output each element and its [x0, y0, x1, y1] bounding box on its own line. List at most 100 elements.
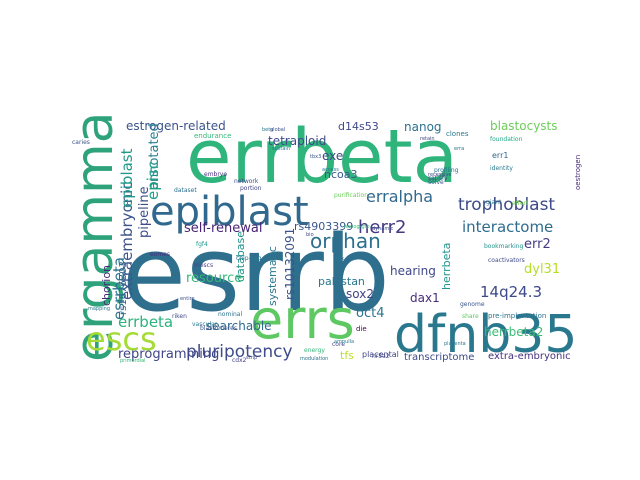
cloud-word: rs10132091 [283, 228, 297, 300]
cloud-word: entire [180, 296, 195, 302]
cloud-word: estrogen-related [126, 119, 226, 133]
cloud-word: 14q24.3 [480, 283, 542, 301]
cloud-word: recessive [428, 172, 451, 178]
cloud-word: systematic [266, 246, 279, 306]
cloud-word: hearing [390, 264, 436, 278]
cloud-word: die [356, 325, 367, 333]
cloud-word: strip [246, 355, 257, 361]
cloud-word: effort [512, 200, 529, 207]
cloud-word: giant [486, 199, 502, 206]
cloud-word: err2 [524, 237, 551, 252]
cloud-word: coactivators [488, 257, 525, 264]
cloud-word: dyl31 [524, 262, 560, 277]
cloud-word: satisfy [428, 175, 448, 182]
cloud-word: mapping [88, 306, 110, 312]
cloud-word: oct4 [356, 306, 384, 321]
cloud-word: dynamic [372, 226, 394, 232]
cloud-word: exe [322, 149, 343, 163]
cloud-word: caries [72, 139, 90, 146]
cloud-word: pre-implantation [488, 312, 546, 320]
cloud-word: bookmarking [484, 243, 524, 250]
cloud-word: blastocysts [490, 119, 558, 133]
cloud-word: placenta [444, 341, 466, 347]
cloud-word: erralpha [366, 187, 433, 206]
cloud-word: blastomeres [200, 325, 237, 332]
cloud-word: modulation [300, 356, 328, 362]
cloud-word: erra [454, 146, 464, 152]
cloud-word: core [332, 341, 345, 348]
cloud-word: nr5a2 [372, 353, 390, 360]
cloud-word: identity [490, 165, 513, 172]
cloud-word: embryo [204, 171, 227, 178]
cloud-word: herr2 [358, 217, 406, 238]
cloud-word: tfs [340, 349, 354, 362]
cloud-word: retain [420, 136, 435, 142]
cloud-word: errs [250, 288, 355, 351]
cloud-word: nanog-gfp [344, 224, 370, 230]
cloud-word: errbeta [118, 313, 173, 331]
cloud-word: orphan [310, 229, 381, 253]
cloud-word: global [270, 127, 285, 133]
cloud-word: access [322, 167, 339, 173]
cloud-word: herrbeta [440, 243, 453, 290]
cloud-word: dataset [174, 187, 197, 194]
cloud-word: epiblast [150, 189, 309, 235]
cloud-word: vascular [192, 321, 218, 328]
cloud-word: sustain [272, 146, 290, 152]
cloud-word: self-renewal [184, 221, 262, 236]
cloud-word: endurance [194, 132, 231, 140]
cloud-word: ampulla [334, 339, 354, 345]
cloud-word: fgf4 [196, 241, 208, 248]
cloud-word: profiling [434, 167, 459, 174]
cloud-word: chorion [100, 265, 113, 306]
cloud-word: nominal [218, 311, 242, 318]
cloud-word: foundation [490, 136, 523, 143]
cloud-word: extraembryonic [118, 181, 136, 300]
cloud-word: rs1676303 [118, 261, 129, 315]
cloud-word: database [234, 231, 247, 282]
cloud-word: solve [428, 179, 444, 186]
cloud-word: bio [306, 232, 314, 238]
cloud-word: herrbeta2 [484, 325, 543, 339]
cloud-word: pakistan [318, 275, 365, 288]
cloud-word: placental [362, 350, 399, 359]
cloud-word: pipeline [137, 186, 152, 238]
cloud-word: oestrogen [574, 155, 582, 190]
cloud-word: ncoa3 [324, 168, 358, 181]
cloud-word: extra-embryonic [488, 351, 571, 362]
cloud-word: episc [144, 161, 162, 200]
cloud-word: epiblast [118, 148, 136, 208]
cloud-word: gtx [336, 256, 344, 262]
cloud-word: mescs [194, 262, 213, 269]
cloud-word: purification [334, 192, 368, 199]
cloud-word: dax1 [410, 291, 440, 305]
cloud-word: primordial [120, 358, 146, 364]
cloud-word: energy [304, 347, 325, 354]
cloud-word: resource [186, 271, 242, 286]
cloud-word: beta [262, 127, 273, 133]
cloud-word: network [234, 178, 259, 185]
cloud-word: interactome [462, 218, 553, 236]
cloud-word: searchable [206, 319, 272, 333]
cloud-word: share [462, 313, 479, 320]
cloud-word: sox2 [346, 287, 374, 301]
cloud-word: transcriptome [404, 352, 474, 363]
cloud-word: cdx2 [232, 357, 247, 364]
cloud-word: tbx3 [310, 154, 321, 160]
cloud-word: esrrbeta [110, 257, 128, 320]
cloud-word: ergamma [65, 111, 125, 362]
cloud-word: rs4903399 [294, 220, 353, 233]
cloud-word: err1 [492, 151, 508, 160]
cloud-word: tetraploid [268, 134, 326, 148]
cloud-word: riken [172, 313, 187, 320]
cloud-word: esrrb [122, 213, 390, 335]
cloud-word: d14s53 [338, 120, 379, 133]
cloud-word: escs [86, 320, 157, 358]
cloud-word: portion [240, 185, 262, 192]
cloud-word: annotated [147, 123, 162, 190]
cloud-word: eomes [150, 251, 170, 258]
cloud-word: reprogramming [118, 347, 219, 362]
cloud-word: trophoblast [458, 195, 555, 215]
cloud-word: dfnb35 [394, 305, 577, 365]
